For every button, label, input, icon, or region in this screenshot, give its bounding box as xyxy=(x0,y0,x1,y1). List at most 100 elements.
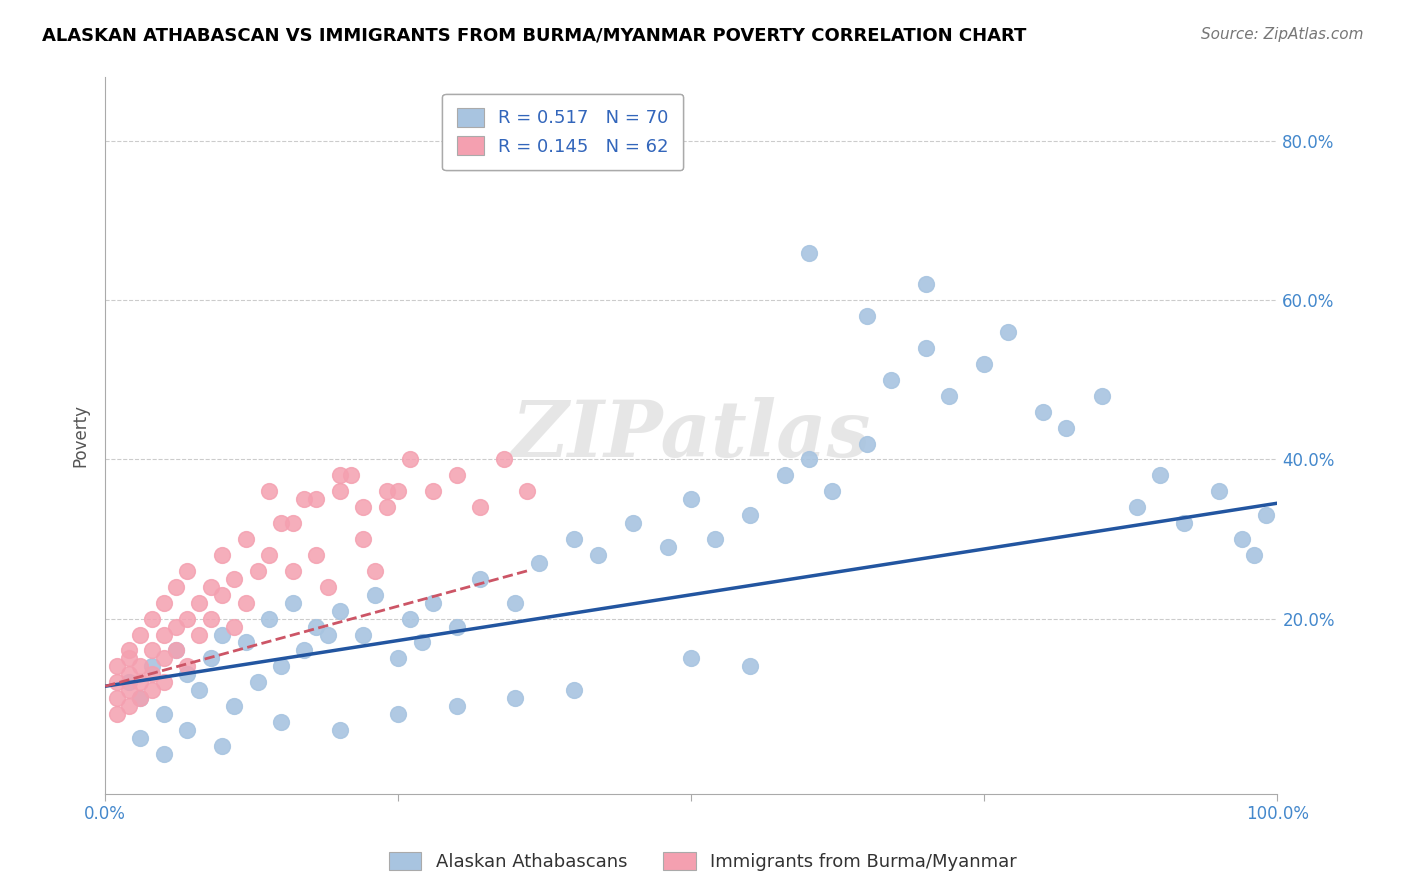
Point xyxy=(316,580,339,594)
Point xyxy=(165,643,187,657)
Point xyxy=(329,604,352,618)
Point xyxy=(375,500,398,515)
Point xyxy=(105,707,128,722)
Point xyxy=(399,452,422,467)
Y-axis label: Poverty: Poverty xyxy=(72,404,89,467)
Point xyxy=(235,635,257,649)
Point xyxy=(387,707,409,722)
Point xyxy=(316,627,339,641)
Point xyxy=(657,540,679,554)
Point xyxy=(129,675,152,690)
Point xyxy=(352,627,374,641)
Point xyxy=(259,484,281,499)
Point xyxy=(211,627,233,641)
Point xyxy=(703,532,725,546)
Point xyxy=(387,651,409,665)
Point xyxy=(340,468,363,483)
Point xyxy=(281,516,304,530)
Point xyxy=(492,452,515,467)
Point xyxy=(914,277,936,292)
Point xyxy=(188,683,211,698)
Point xyxy=(738,659,761,673)
Point xyxy=(235,596,257,610)
Point xyxy=(259,611,281,625)
Point xyxy=(176,564,198,578)
Point xyxy=(797,245,820,260)
Point xyxy=(224,619,246,633)
Point xyxy=(270,659,292,673)
Point xyxy=(129,627,152,641)
Point xyxy=(773,468,796,483)
Point xyxy=(294,492,316,507)
Point xyxy=(200,580,222,594)
Point xyxy=(105,675,128,690)
Point xyxy=(562,532,585,546)
Point xyxy=(1208,484,1230,499)
Text: Source: ZipAtlas.com: Source: ZipAtlas.com xyxy=(1201,27,1364,42)
Point xyxy=(118,651,141,665)
Point xyxy=(505,691,527,706)
Point xyxy=(129,731,152,745)
Point xyxy=(1054,420,1077,434)
Point xyxy=(165,580,187,594)
Point xyxy=(973,357,995,371)
Legend: Alaskan Athabascans, Immigrants from Burma/Myanmar: Alaskan Athabascans, Immigrants from Bur… xyxy=(381,845,1025,879)
Point xyxy=(505,596,527,610)
Point xyxy=(165,643,187,657)
Point xyxy=(281,564,304,578)
Point xyxy=(352,500,374,515)
Point xyxy=(176,723,198,737)
Point xyxy=(211,548,233,562)
Point xyxy=(738,508,761,523)
Point xyxy=(211,588,233,602)
Point xyxy=(211,739,233,753)
Point xyxy=(141,643,163,657)
Point xyxy=(105,659,128,673)
Point xyxy=(411,635,433,649)
Point xyxy=(153,596,176,610)
Point xyxy=(141,667,163,681)
Point xyxy=(224,572,246,586)
Point xyxy=(797,452,820,467)
Point xyxy=(938,389,960,403)
Text: ZIPatlas: ZIPatlas xyxy=(512,397,870,474)
Point xyxy=(329,468,352,483)
Point xyxy=(176,667,198,681)
Point xyxy=(422,484,444,499)
Point xyxy=(129,691,152,706)
Point xyxy=(305,492,328,507)
Point xyxy=(1173,516,1195,530)
Point xyxy=(200,651,222,665)
Point xyxy=(821,484,844,499)
Point xyxy=(364,588,387,602)
Point xyxy=(562,683,585,698)
Point xyxy=(1243,548,1265,562)
Point xyxy=(586,548,609,562)
Point xyxy=(141,611,163,625)
Point xyxy=(118,683,141,698)
Point xyxy=(129,691,152,706)
Point xyxy=(352,532,374,546)
Point xyxy=(270,516,292,530)
Point xyxy=(621,516,644,530)
Point xyxy=(527,556,550,570)
Point xyxy=(470,500,492,515)
Point xyxy=(856,436,879,450)
Text: ALASKAN ATHABASCAN VS IMMIGRANTS FROM BURMA/MYANMAR POVERTY CORRELATION CHART: ALASKAN ATHABASCAN VS IMMIGRANTS FROM BU… xyxy=(42,27,1026,45)
Point xyxy=(176,611,198,625)
Point xyxy=(153,675,176,690)
Legend: R = 0.517   N = 70, R = 0.145   N = 62: R = 0.517 N = 70, R = 0.145 N = 62 xyxy=(443,94,683,170)
Point xyxy=(141,683,163,698)
Point xyxy=(129,659,152,673)
Point xyxy=(246,675,269,690)
Point xyxy=(281,596,304,610)
Point xyxy=(1232,532,1254,546)
Point xyxy=(446,619,468,633)
Point xyxy=(153,651,176,665)
Point xyxy=(165,619,187,633)
Point xyxy=(329,484,352,499)
Point xyxy=(1090,389,1112,403)
Point xyxy=(681,651,703,665)
Point xyxy=(1032,405,1054,419)
Point xyxy=(1125,500,1147,515)
